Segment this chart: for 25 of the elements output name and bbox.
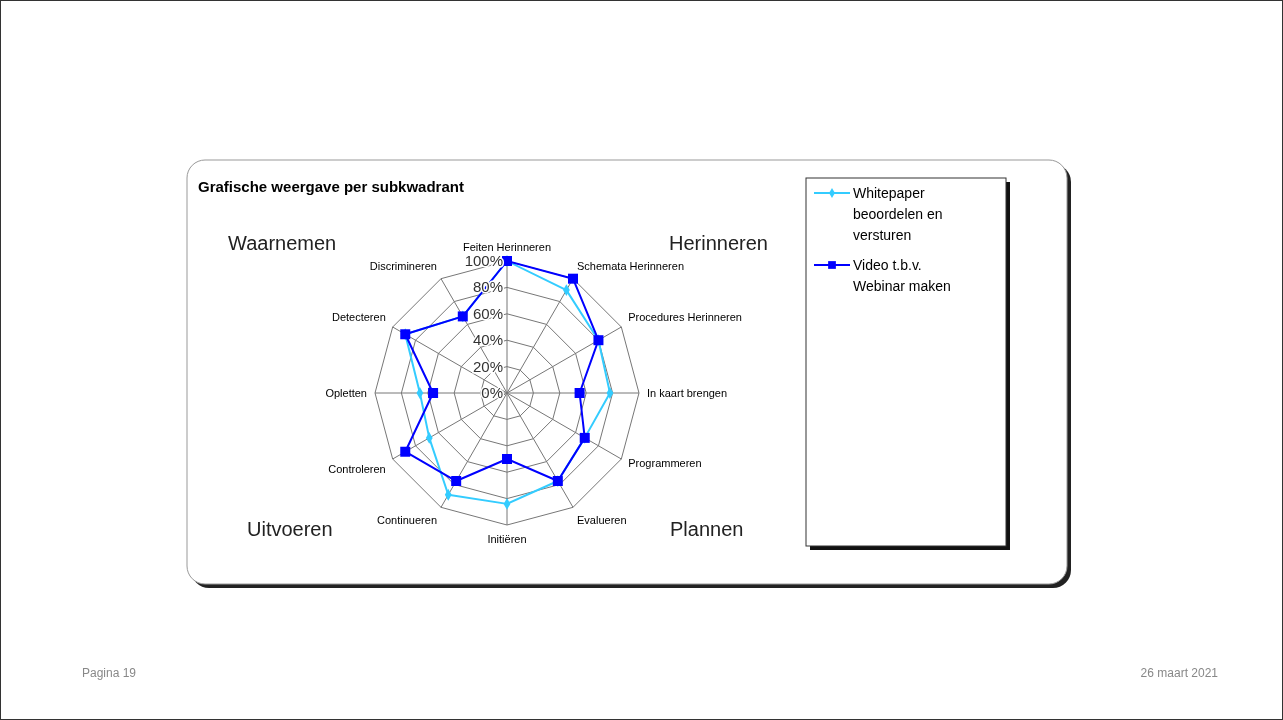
text: 26 maart 2021 [1140,666,1219,680]
legend-label: Video t.b.v. Webinar maken [853,257,951,294]
text: Plannen [670,518,744,540]
spoke-label: Initiëren [487,533,527,545]
spoke-label: In kaart brengen [647,387,728,399]
text: Pagina 19 [82,666,137,680]
text: Waarnemen [228,232,337,254]
spoke-label: Programmeren [628,457,702,469]
y-tick-label: 0% [481,384,503,401]
y-tick-label: 40% [472,331,503,349]
text: Uitvoeren [247,518,333,540]
y-tick-label: 20% [472,357,503,375]
text: Herinneren [669,232,768,254]
y-tick-label: 60% [472,304,503,322]
spoke-label: Continueren [377,514,437,527]
spoke-label: Discrimineren [369,259,437,272]
spoke-label: Opletten [325,387,367,399]
spoke-label: Schemata Herinneren [577,259,685,272]
chart-title: Grafische weergave per subkwadrant [198,178,464,195]
spoke-label: Feiten Herinneren [462,241,552,253]
legend-label: Whitepaper beoordelen en versturen [853,185,943,243]
spoke-label: Procedures Herinneren [628,311,742,323]
spoke-label: Evalueren [577,514,627,527]
spoke-label: Detecteren [331,311,386,323]
spoke-label: Controleren [328,463,386,475]
